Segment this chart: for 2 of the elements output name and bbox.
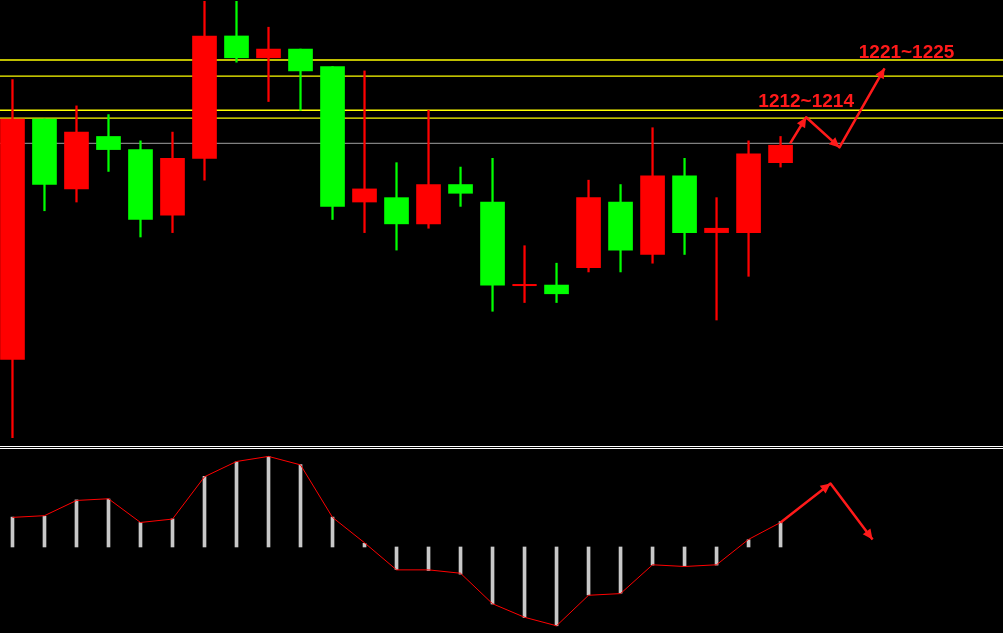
text: 1221~1225 [858, 41, 955, 64]
annotation: 1212~1214 [758, 90, 854, 113]
